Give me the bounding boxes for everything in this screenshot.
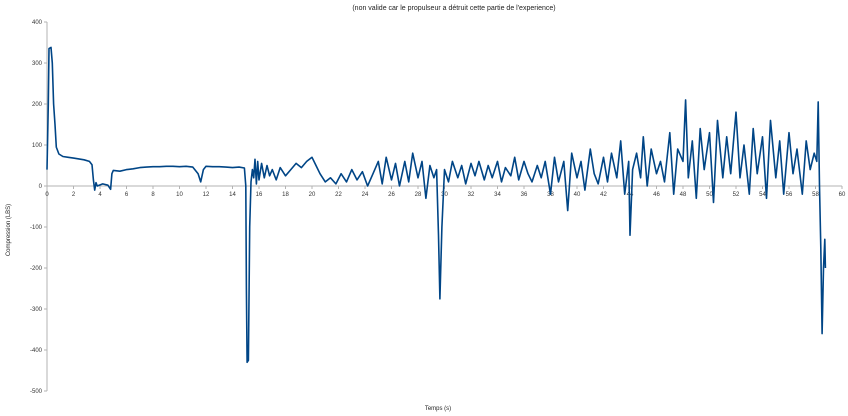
x-tick-label: 38 bbox=[547, 192, 554, 198]
y-axis-label: Compression (LBS) bbox=[6, 204, 12, 256]
x-tick-label: 14 bbox=[229, 192, 236, 198]
x-tick-label: 60 bbox=[839, 192, 846, 198]
x-tick-label: 18 bbox=[282, 192, 289, 198]
x-tick-label: 2 bbox=[72, 192, 76, 198]
y-tick-label: 0 bbox=[39, 184, 43, 190]
y-tick-label: -300 bbox=[30, 307, 43, 313]
x-tick-label: 50 bbox=[706, 192, 713, 198]
x-tick-label: 12 bbox=[203, 192, 210, 198]
y-tick-label: 400 bbox=[32, 20, 43, 26]
series-line bbox=[46, 46, 827, 364]
x-tick-label: 0 bbox=[45, 192, 49, 198]
x-tick-label: 10 bbox=[176, 192, 183, 198]
x-tick-label: 44 bbox=[627, 192, 634, 198]
x-tick-label: 46 bbox=[653, 192, 660, 198]
y-tick-label: -500 bbox=[30, 389, 43, 395]
y-tick-label: 100 bbox=[32, 143, 43, 149]
x-tick-label: 48 bbox=[680, 192, 687, 198]
x-tick-labels: 0 2 4 6 8 10 12 14 16 18 20 22 24 26 28 30 32 34 36 38 40 42 4… bbox=[45, 186, 846, 198]
x-tick-label: 24 bbox=[362, 192, 369, 198]
x-tick-label: 58 bbox=[812, 192, 819, 198]
x-tick-label: 32 bbox=[468, 192, 475, 198]
x-axis-label: Temps (s) bbox=[425, 406, 451, 412]
x-tick-label: 30 bbox=[441, 192, 448, 198]
x-tick-label: 28 bbox=[415, 192, 422, 198]
x-tick-label: 54 bbox=[759, 192, 766, 198]
y-tick-label: -100 bbox=[30, 225, 43, 231]
y-tick-labels: -500 -400 -300 -200 -100 0 100 200 300 400 bbox=[30, 20, 47, 395]
axes bbox=[46, 22, 842, 391]
x-tick-label: 16 bbox=[256, 192, 263, 198]
y-tick-label: -400 bbox=[30, 348, 43, 354]
x-tick-label: 34 bbox=[494, 192, 501, 198]
x-tick-label: 22 bbox=[335, 192, 342, 198]
x-tick-label: 6 bbox=[125, 192, 129, 198]
y-tick-label: 200 bbox=[32, 102, 43, 108]
x-tick-label: 42 bbox=[600, 192, 607, 198]
x-tick-label: 36 bbox=[521, 192, 528, 198]
x-tick-label: 8 bbox=[151, 192, 155, 198]
y-tick-label: 300 bbox=[32, 61, 43, 67]
x-tick-label: 52 bbox=[733, 192, 740, 198]
x-tick-label: 4 bbox=[98, 192, 102, 198]
x-tick-label: 56 bbox=[786, 192, 793, 198]
chart-title: (non valide car le propulseur a détruit … bbox=[352, 5, 555, 12]
x-tick-label: 40 bbox=[574, 192, 581, 198]
y-tick-label: -200 bbox=[30, 266, 43, 272]
x-tick-label: 26 bbox=[388, 192, 395, 198]
x-tick-label: 20 bbox=[309, 192, 316, 198]
